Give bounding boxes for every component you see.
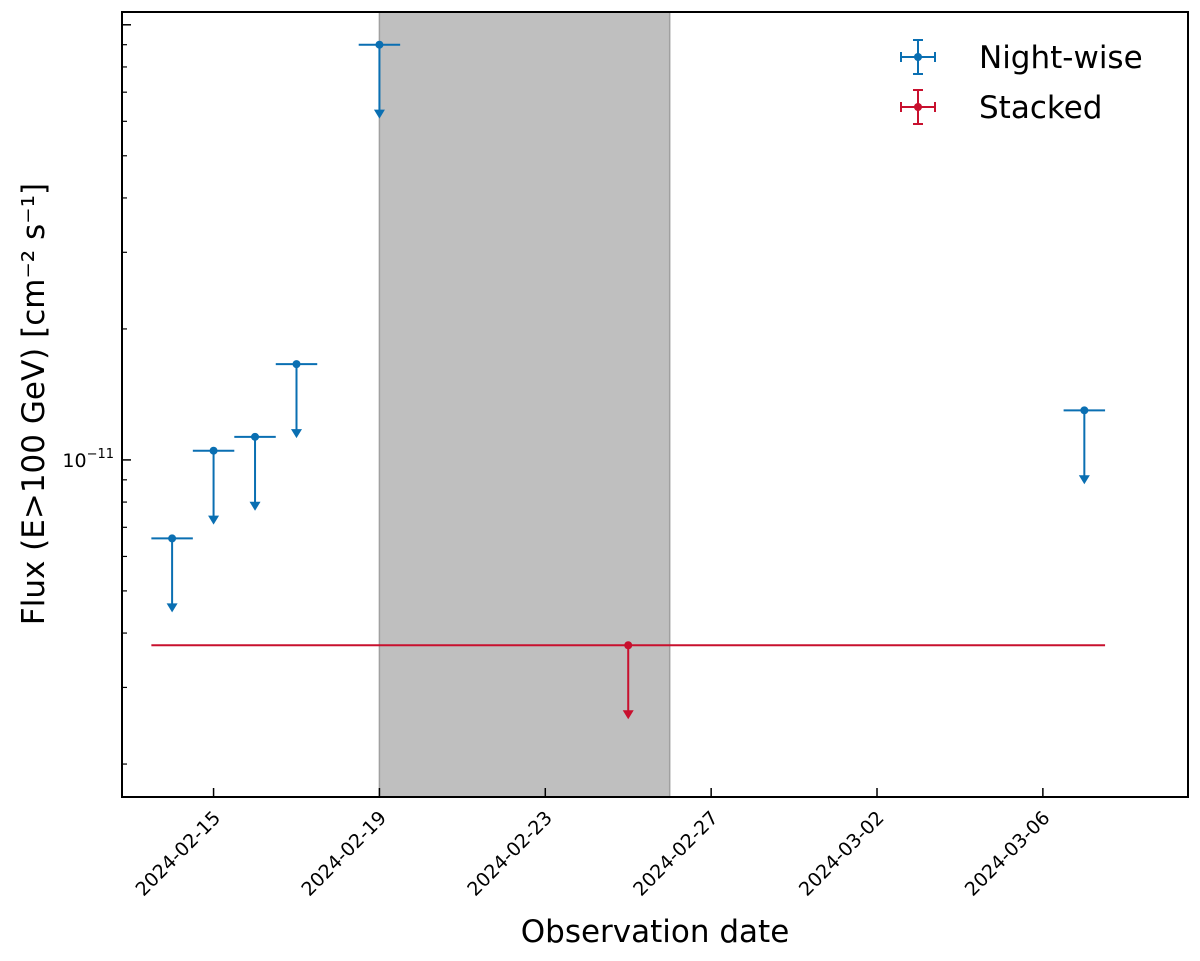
x-tick-label-0: 2024-02-15 [131, 807, 225, 901]
data-layer [151, 40, 1106, 720]
legend-stacked-label: Stacked [979, 90, 1102, 126]
x-tick-label-5: 2024-03-06 [961, 807, 1055, 901]
night-wise-point-4 [375, 40, 384, 49]
legend-stacked-marker [914, 103, 922, 111]
night-wise-point-0 [168, 534, 177, 543]
plot-frame [121, 11, 1189, 798]
shaded-region-0 [379, 12, 670, 797]
night-wise-point-2 [251, 432, 260, 441]
night-wise-point-3 [292, 360, 301, 369]
night-wise-limit-arrow-5 [1078, 475, 1090, 485]
legend: Night-wise Stacked [900, 39, 1143, 126]
y-axis-label: Flux (E>100 GeV) [cm⁻² s⁻¹] [16, 183, 52, 625]
legend-night-wise-marker [914, 53, 922, 61]
y-tick-label-0: 10−11 [62, 447, 114, 472]
night-wise-point-5 [1080, 406, 1089, 415]
y-tick-label-base: 10 [62, 450, 86, 472]
stacked-limit-arrow-0 [622, 710, 634, 720]
x-tick-label-4: 2024-03-02 [795, 807, 889, 901]
x-tick-label-1: 2024-02-19 [297, 807, 391, 901]
x-axis-label: Observation date [521, 914, 790, 950]
x-tick-label-2: 2024-02-23 [463, 807, 557, 901]
night-wise-limit-arrow-2 [249, 501, 261, 511]
shaded-region-layer [378, 12, 671, 797]
legend-night-wise-label: Night-wise [979, 40, 1143, 76]
stacked-point-0 [624, 641, 633, 650]
y-tick-label-exponent: −11 [87, 447, 114, 462]
night-wise-limit-arrow-4 [373, 109, 385, 119]
night-wise-limit-arrow-0 [166, 603, 178, 613]
x-tick-label-3: 2024-02-27 [629, 807, 723, 901]
night-wise-limit-arrow-1 [208, 515, 220, 525]
night-wise-limit-arrow-3 [290, 429, 302, 439]
night-wise-point-1 [209, 446, 218, 455]
